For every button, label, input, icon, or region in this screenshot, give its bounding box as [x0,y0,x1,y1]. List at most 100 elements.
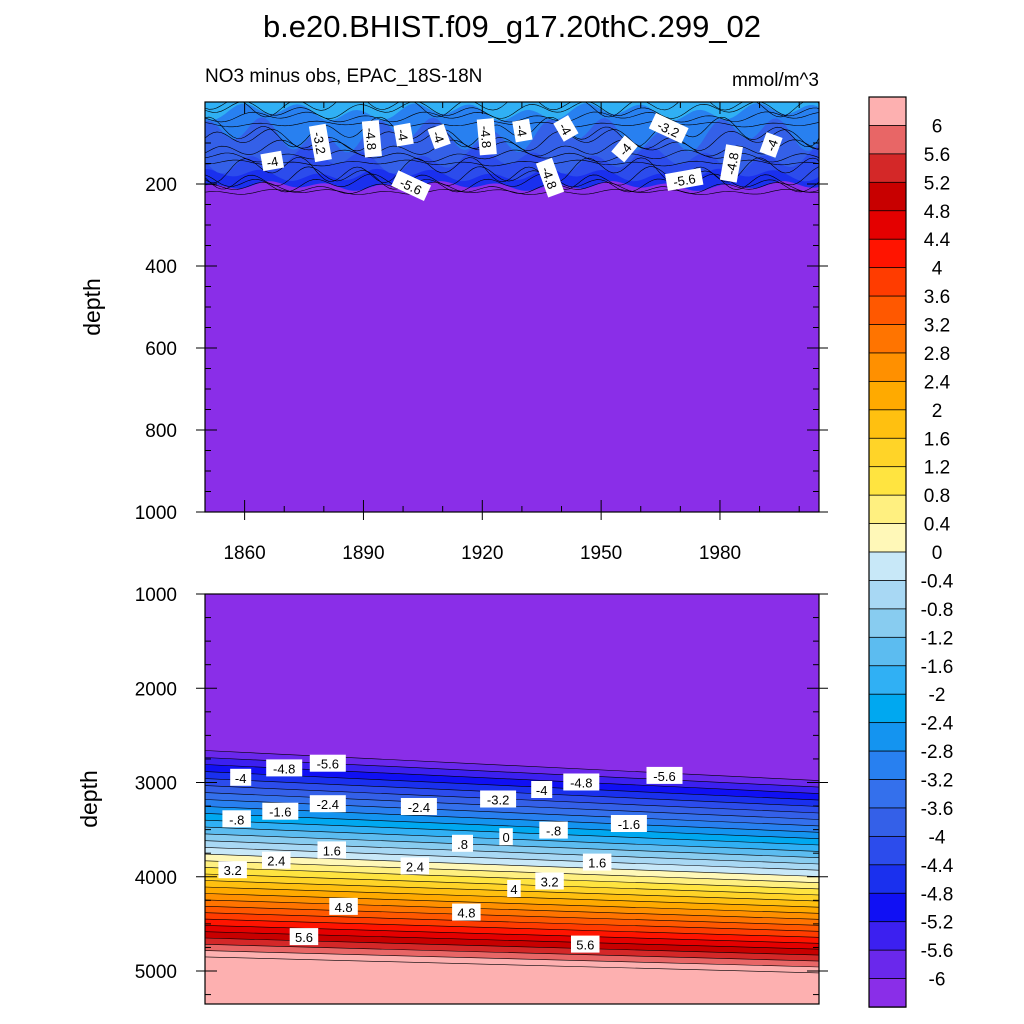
contour-label-bg [499,828,513,846]
y-tick-label: 600 [145,339,177,360]
contour-label: -4 [553,115,579,142]
contour-line [205,867,819,890]
contour-label-text: -3.2 [487,793,509,808]
contour-line [205,764,819,794]
contour-label-text: -.8 [546,824,561,839]
colorbar-label: 4 [932,259,943,280]
colorbar-label: 6 [932,116,943,137]
contour-label-bg [452,834,473,852]
colorbar-label: 0.8 [924,486,950,507]
y-tick-label: 3000 [135,774,177,795]
bottom-plot-frame [204,593,820,1005]
band-fill [205,956,819,1004]
band-fill [205,764,819,801]
colorbar: 6 5.6 5.2 4.8 4.4 4 3.6 3.2 2.8 2.4 2 1.6 1.2 0.8 0.4 0… [868,96,954,1008]
colorbar-box [868,210,907,240]
band-fill [205,912,819,938]
colorbar-box [868,608,907,639]
contour-label: 3.2 [218,861,247,879]
contour-label: -4 [512,118,533,143]
contour-label-bg [361,120,382,158]
x-tick-label: 1950 [580,543,622,564]
colorbar-box [868,380,907,411]
contour-line [205,149,819,163]
colorbar-box [868,921,907,951]
contour-label: -3.2 [308,123,332,163]
contour-label: -5.6 [665,167,704,191]
contour-label-text: 4.8 [335,900,353,915]
contour-label-bg [400,798,437,815]
colorbar-label: -3.2 [921,771,954,792]
x-tick-label: 1920 [461,543,503,564]
contour-line [205,182,819,194]
top-ylabel: depth [79,278,105,336]
colorbar-label: -0.8 [921,600,954,621]
colorbar-label: 1.2 [924,458,950,479]
contour-line [205,102,819,119]
colorbar-box [868,949,907,980]
band-fill [205,906,819,932]
colorbar-label: 2 [932,401,943,422]
colorbar-label: -1.2 [921,628,954,649]
colorbar-frame [868,96,907,1008]
contour-label-bg [260,150,285,172]
band-fill [205,931,819,956]
contour-label: -3.2 [480,790,517,808]
contour-label: -4 [427,123,451,150]
contour-label: -.8 [222,810,251,828]
colorbar-label: 0 [932,543,943,564]
figure-title: b.e20.BHIST.f09_g17.20thC.299_02 [263,9,761,44]
contour-label-bg [266,759,303,777]
contour-label-bg [648,112,689,144]
contour-line [205,918,819,938]
colorbar-box [868,409,907,439]
contour-line [205,899,819,920]
contour-label: 4.8 [452,903,481,921]
contour-line [205,840,819,865]
bottom-ylabel: depth [76,770,102,828]
contour-label: -4 [611,135,638,163]
contour-label: .8 [452,834,473,852]
contour-label: 1.6 [317,841,346,859]
contour-line [205,757,819,788]
contour-label-text: -4.8 [723,151,742,176]
bottom-contour-labels: -4 -4.8 -5.6 -.8 -1.6 -2.4 -2.4 -3.2 -4 -4.8 -5.6 -… [218,754,683,953]
contour-label-text: -4.8 [570,776,592,791]
contour-line [205,893,819,914]
contour-line [205,853,819,877]
contour-label-text: -4 [763,137,781,153]
contour-line [205,189,819,195]
contour-label: 5.6 [571,935,600,953]
contour-label-bg [531,781,553,798]
contour-label-bg [262,802,299,820]
colorbar-box [868,437,907,468]
band-fill [205,925,819,950]
contour-label-bg [512,118,533,143]
band-fill [205,938,819,962]
band-fill [205,950,819,973]
contour-label-text: -4.8 [362,127,379,151]
colorbar-box [868,665,907,695]
contour-label: -4 [260,150,285,172]
top-panel: NO3 minus obs, EPAC_18S-18N mmol/m^3 200… [79,66,828,1004]
contour-label-bg [571,935,600,953]
contour-line [205,157,819,184]
colorbar-label: 4.8 [924,202,950,223]
contour-label-bg [289,928,319,946]
contour-label-text: -4.8 [477,125,494,149]
band-fill [205,771,819,807]
contour-label-bg [391,170,432,201]
contour-label-text: 2.4 [267,854,285,869]
y-tick-label: 2000 [135,679,177,700]
x-tick-label: 1860 [223,543,265,564]
contour-label: -1.6 [262,802,299,820]
contour-line [205,906,819,926]
top-subtitle-left: NO3 minus obs, EPAC_18S-18N [205,66,482,87]
contour-label-text: 4.8 [457,906,475,921]
band-fill [205,860,819,889]
contour-label-text: 5.6 [295,930,313,945]
contour-label-bg [646,766,683,784]
contour-label-text: -2.4 [408,800,430,815]
contour-label-bg [308,123,332,163]
